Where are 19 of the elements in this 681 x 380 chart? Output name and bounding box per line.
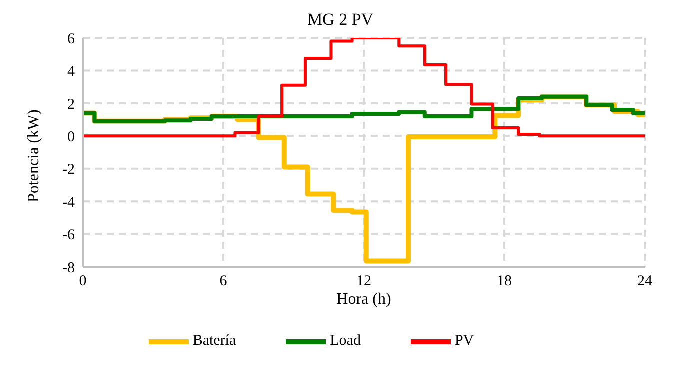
x-tick-label: 12: [356, 274, 372, 290]
x-tick-label: 24: [638, 274, 653, 290]
y-tick-label: -4: [62, 194, 76, 211]
y-tick-label: 4: [68, 64, 76, 80]
y-tick-label: 6: [68, 31, 76, 48]
legend-label: PV: [454, 333, 474, 350]
x-tick-label: 18: [497, 274, 512, 290]
y-tick-label: -6: [62, 228, 76, 244]
y-tick-label: 2: [68, 96, 75, 113]
y-tick-label: -8: [62, 260, 75, 276]
legend-label: Load: [330, 333, 361, 350]
x-axis-title: Hora (h): [336, 291, 392, 308]
y-tick-label: 0: [68, 129, 75, 146]
chart-title: MG 2 PV: [306, 10, 375, 30]
y-tick-label: -2: [62, 162, 75, 178]
x-tick-label: 6: [220, 274, 228, 290]
y-axis-title: Potencia (kW): [26, 110, 43, 202]
legend-label: Batería: [192, 333, 236, 350]
x-tick-label: 0: [79, 274, 87, 290]
